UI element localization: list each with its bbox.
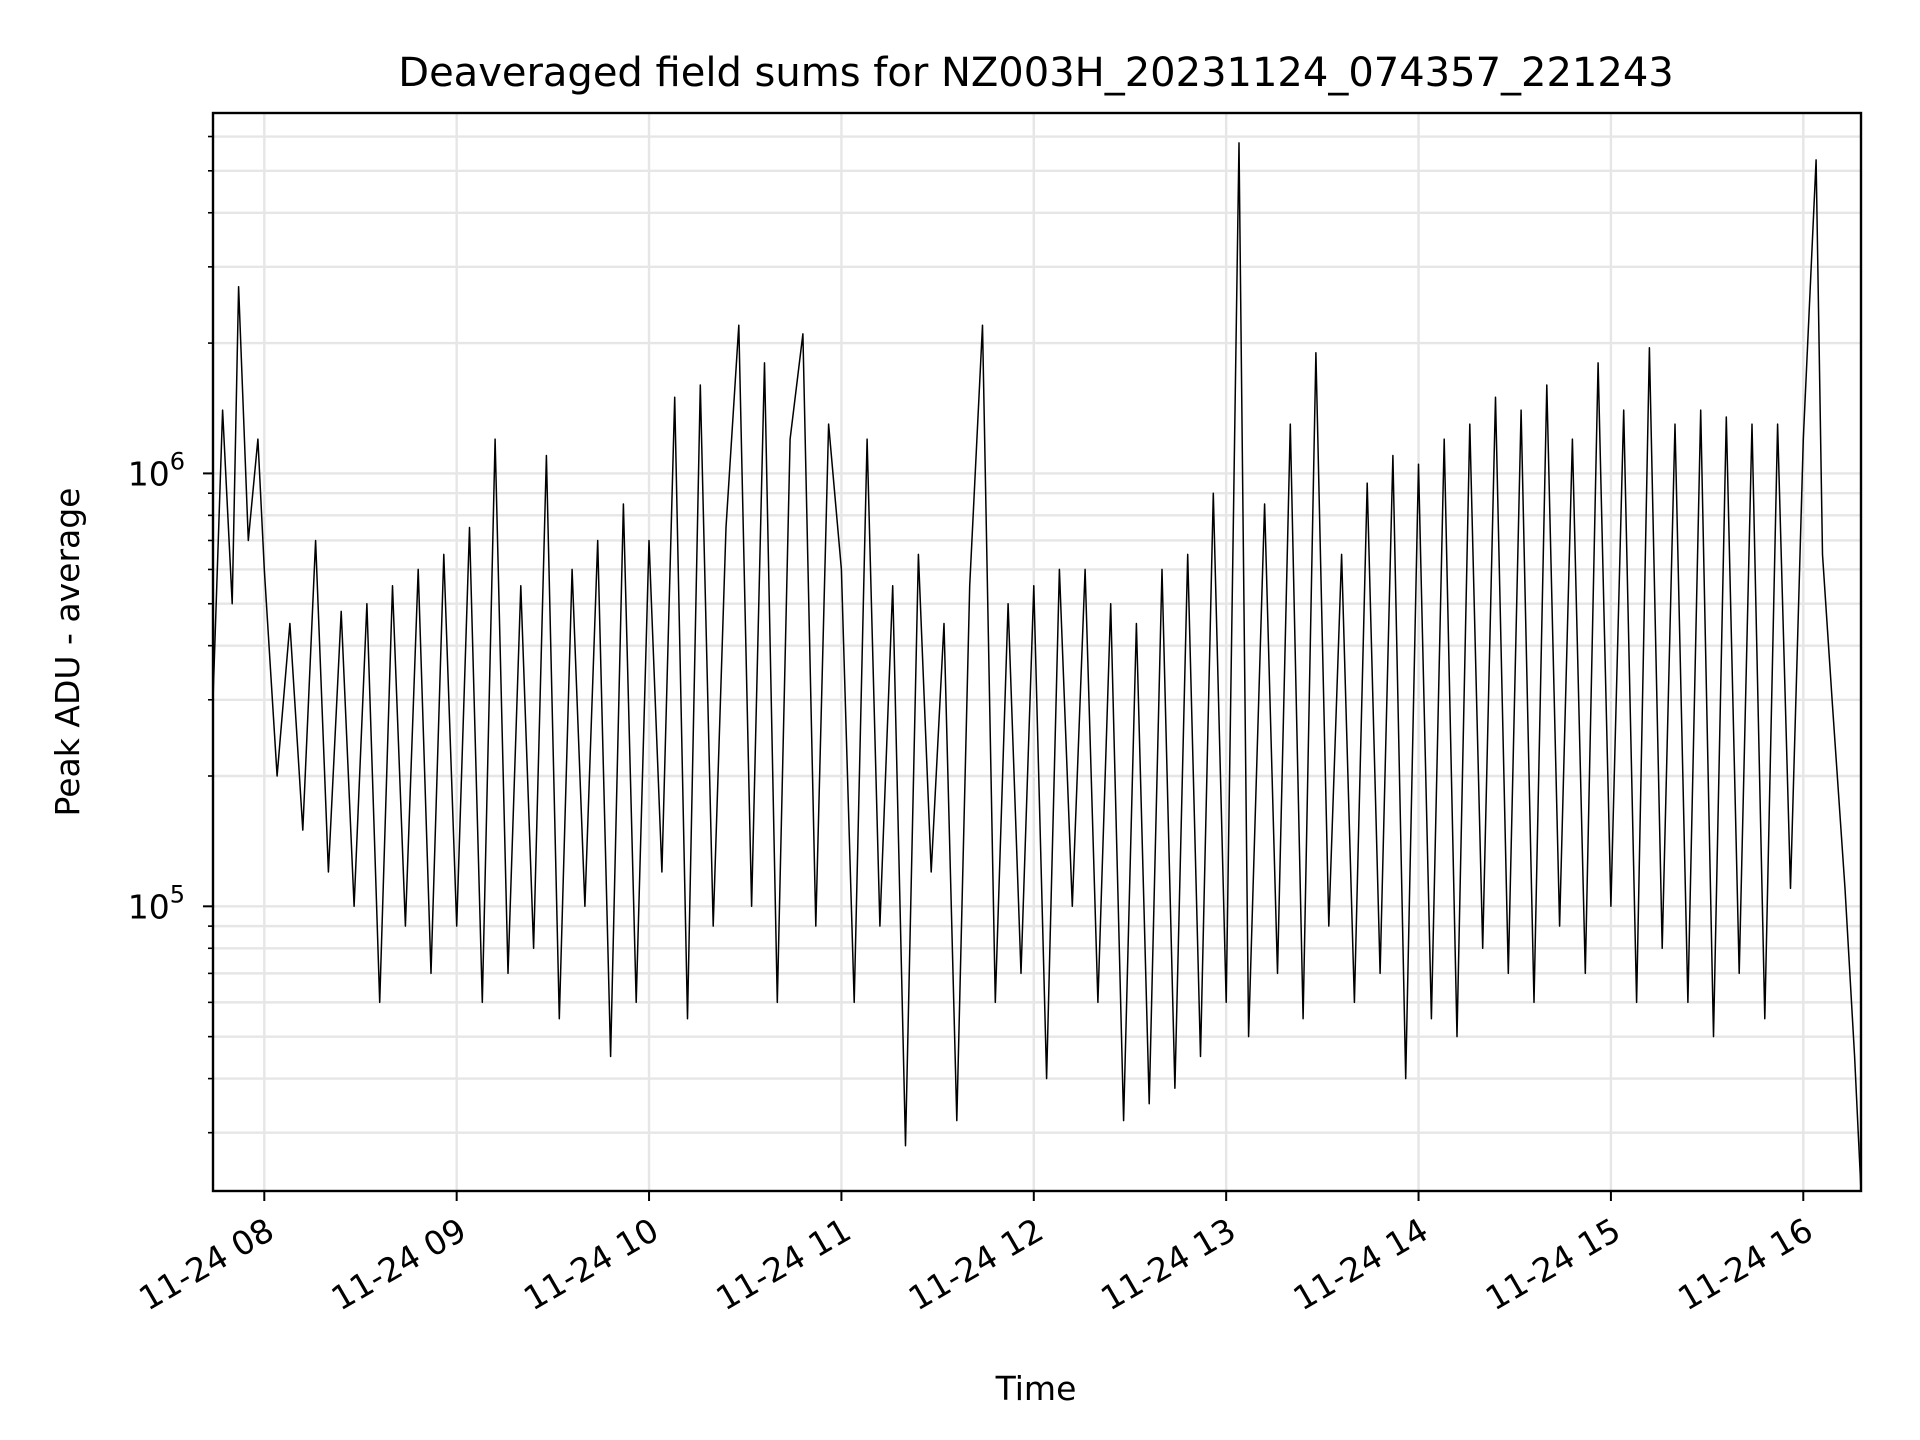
series-line-0 [212, 142, 1862, 1192]
series-layer [212, 142, 1862, 1192]
major-gridlines [213, 113, 1861, 1191]
minor-gridlines [213, 135, 1861, 1134]
x-axis-label: Time [995, 1369, 1077, 1408]
chart-title: Deaveraged field sums for NZ003H_2023112… [398, 50, 1673, 96]
y-axis-label: Peak ADU - average [48, 488, 87, 817]
y-tick-exponent: 5 [170, 880, 185, 908]
plot-frame [211, 111, 1863, 1193]
y-tick-exponent: 6 [170, 447, 185, 475]
